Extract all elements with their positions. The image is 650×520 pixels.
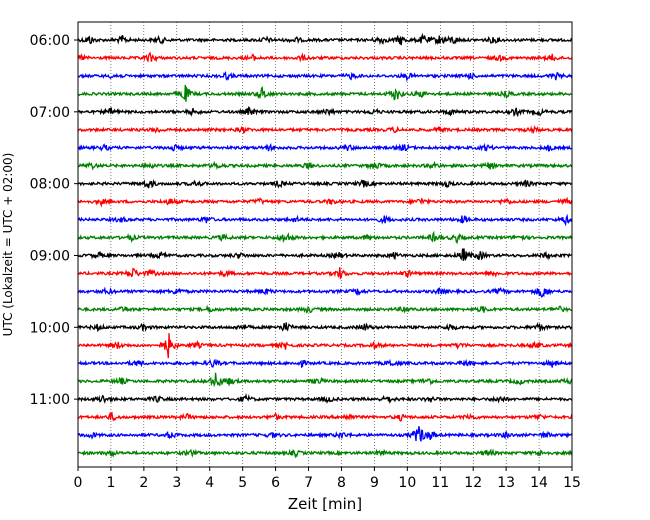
y-tick-label: 09:00 bbox=[30, 248, 70, 264]
trace-0845 bbox=[77, 230, 573, 245]
x-tick-label: 11 bbox=[431, 475, 449, 491]
y-tick-label: 07:00 bbox=[30, 105, 70, 121]
x-tick-label: 12 bbox=[464, 475, 482, 491]
trace-1000 bbox=[77, 322, 573, 333]
trace-0800 bbox=[77, 178, 573, 189]
y-axis-ticks: 06:00 07:00 08:00 09:00 10:00 11:00 bbox=[30, 33, 78, 408]
x-tick-label: 4 bbox=[205, 475, 214, 491]
trace-0830 bbox=[77, 213, 573, 227]
trace-0930 bbox=[77, 286, 573, 298]
x-tick-label: 15 bbox=[563, 475, 581, 491]
y-tick-label: 11:00 bbox=[30, 392, 70, 408]
trace-group bbox=[77, 32, 573, 459]
trace-1015 bbox=[77, 333, 573, 359]
trace-1045 bbox=[77, 372, 573, 388]
trace-1145 bbox=[77, 448, 573, 459]
trace-0945 bbox=[78, 304, 573, 314]
x-axis-label: Zeit [min] bbox=[288, 495, 362, 513]
trace-0645 bbox=[77, 84, 573, 102]
trace-0815 bbox=[77, 196, 573, 208]
x-tick-label: 10 bbox=[398, 475, 416, 491]
plot-frame bbox=[77, 21, 573, 468]
x-tick-label: 6 bbox=[271, 475, 280, 491]
trace-0630 bbox=[77, 70, 573, 83]
y-tick-label: 10:00 bbox=[30, 320, 70, 336]
trace-1100 bbox=[77, 392, 573, 405]
y-tick-label: 06:00 bbox=[30, 33, 70, 49]
trace-1030 bbox=[77, 358, 573, 369]
x-tick-label: 14 bbox=[530, 475, 548, 491]
trace-0900 bbox=[77, 248, 573, 261]
x-tick-label: 7 bbox=[304, 475, 313, 491]
trace-0600 bbox=[77, 32, 572, 46]
trace-0745 bbox=[77, 160, 572, 171]
y-tick-label: 08:00 bbox=[30, 177, 70, 193]
x-tick-label: 9 bbox=[370, 475, 379, 491]
trace-1115 bbox=[77, 411, 573, 422]
x-tick-label: 1 bbox=[106, 475, 115, 491]
x-tick-label: 8 bbox=[337, 475, 346, 491]
trace-0700 bbox=[77, 106, 573, 118]
trace-0730 bbox=[77, 142, 573, 152]
x-tick-label: 2 bbox=[139, 475, 148, 491]
x-tick-label: 13 bbox=[497, 475, 515, 491]
x-tick-label: 0 bbox=[74, 475, 83, 491]
trace-0915 bbox=[77, 267, 573, 280]
vertical-gridlines bbox=[110, 22, 540, 467]
trace-0615 bbox=[77, 51, 573, 63]
trace-1130 bbox=[77, 426, 573, 442]
y-axis-label: UTC (Lokalzeit = UTC + 02:00) bbox=[1, 153, 15, 337]
x-tick-label: 3 bbox=[172, 475, 181, 491]
trace-0715 bbox=[77, 125, 573, 135]
x-tick-label: 5 bbox=[238, 475, 247, 491]
x-axis-ticks: 0 1 2 3 4 5 6 7 8 9 10 11 12 13 14 15 bbox=[74, 467, 581, 491]
